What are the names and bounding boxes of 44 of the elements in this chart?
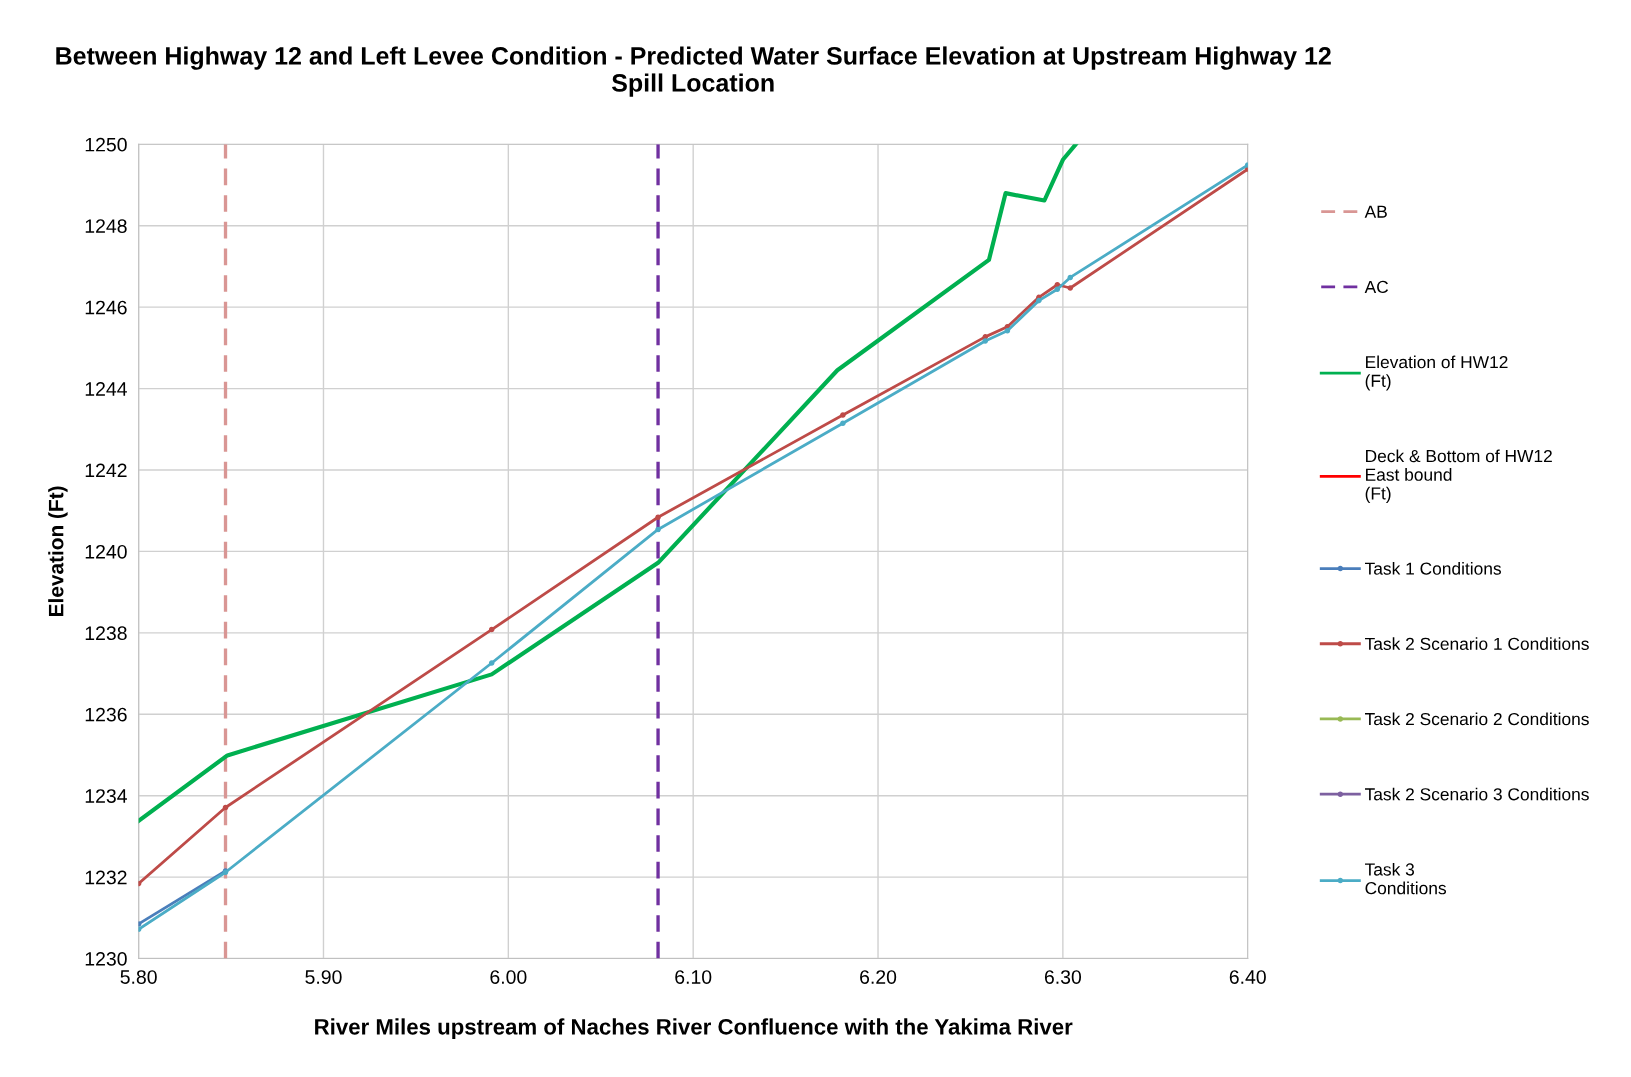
y-tick-label: 1232 — [85, 870, 127, 885]
legend-label: Elevation of HW12 (Ft) — [1365, 355, 1508, 391]
y-tick-label: 1238 — [85, 626, 127, 641]
point — [655, 514, 661, 521]
y-tick-label: 1230 — [85, 952, 127, 966]
point — [222, 804, 229, 811]
y-tick-label: 1242 — [85, 463, 127, 478]
point — [488, 626, 495, 633]
legend-label: Task 2 Scenario 1 Conditions — [1365, 637, 1589, 650]
x-tick-label: 5.90 — [305, 970, 342, 984]
point — [488, 660, 495, 666]
y-tick-label: 1248 — [85, 219, 127, 233]
legend-label: Task 2 Scenario 2 Conditions — [1365, 712, 1589, 726]
x-axis-title: River Miles upstream of Naches River Confluence with the Yakima River — [315, 1018, 1073, 1040]
line-series — [138, 144, 1078, 824]
legend-label: AC — [1364, 280, 1389, 294]
y-tick-label: 1236 — [85, 707, 127, 722]
point — [138, 921, 142, 927]
y-tick-label: 1244 — [85, 382, 127, 396]
point — [840, 420, 846, 426]
y-tick-label: 1246 — [85, 300, 127, 315]
y-tick-label: 1234 — [85, 789, 127, 803]
y-tick-label: 1250 — [85, 137, 127, 152]
point — [982, 338, 989, 344]
point — [1054, 286, 1061, 293]
point — [655, 526, 661, 533]
chart-title: Between Highway 12 and Left Levee Condition - Predicted Water Surface Elevation at Upstream Highway 12 Spill Location — [56, 46, 1331, 97]
legend-label: Deck & Bottom of HW12 East bound (Ft) — [1365, 449, 1552, 503]
x-tick-label: 6.40 — [1229, 970, 1266, 984]
x-tick-label: 6.20 — [860, 970, 897, 984]
point — [1067, 285, 1074, 291]
y-axis-title: Elevation (Ft) — [48, 486, 68, 616]
x-tick-label: 6.30 — [1044, 970, 1082, 984]
point — [1004, 327, 1011, 334]
point — [840, 412, 846, 418]
legend-label: Task 2 Scenario 3 Conditions — [1365, 787, 1589, 801]
point — [1067, 274, 1074, 281]
x-tick-label: 5.80 — [120, 970, 157, 984]
legend-label: AB — [1364, 205, 1387, 218]
x-tick-label: 6.10 — [675, 970, 712, 984]
legend-label: Task 3 Conditions — [1365, 862, 1447, 895]
legend-label: Task 1 Conditions — [1365, 562, 1502, 575]
y-tick-label: 1240 — [85, 544, 127, 559]
x-tick-label: 6.00 — [490, 970, 527, 984]
